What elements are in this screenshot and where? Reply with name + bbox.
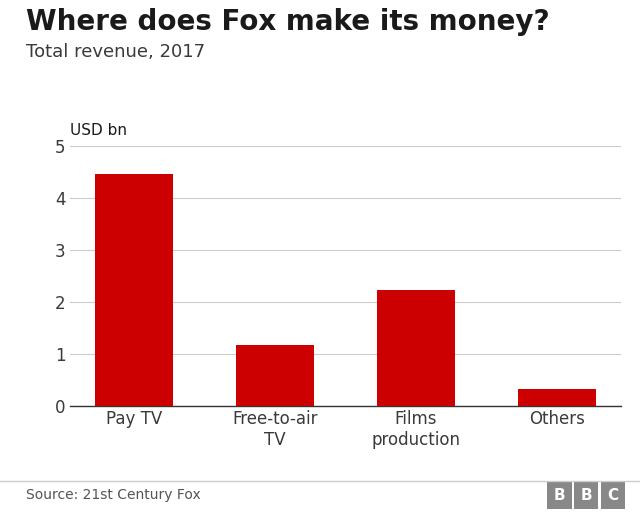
Bar bbox=[378, 290, 455, 406]
Bar bbox=[95, 174, 173, 406]
Text: B: B bbox=[554, 488, 565, 502]
Bar bbox=[236, 345, 314, 406]
Text: C: C bbox=[607, 488, 619, 502]
Text: USD bn: USD bn bbox=[70, 123, 127, 138]
Text: Where does Fox make its money?: Where does Fox make its money? bbox=[26, 8, 549, 36]
Bar bbox=[518, 389, 596, 406]
Text: Source: 21st Century Fox: Source: 21st Century Fox bbox=[26, 488, 200, 502]
Text: B: B bbox=[580, 488, 592, 502]
Text: Total revenue, 2017: Total revenue, 2017 bbox=[26, 43, 205, 61]
